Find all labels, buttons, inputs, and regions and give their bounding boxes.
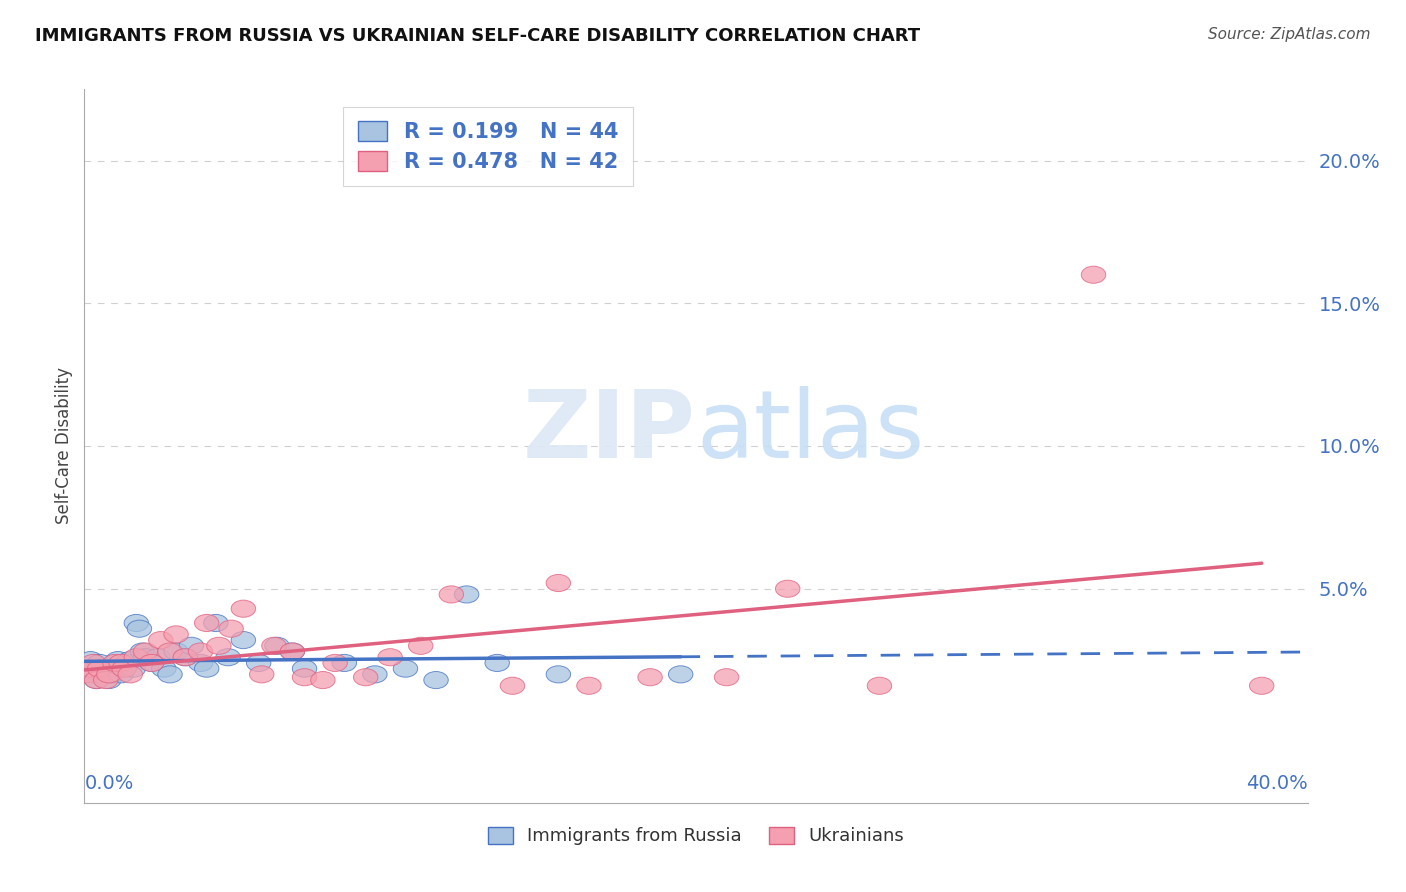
Ellipse shape	[219, 620, 243, 637]
Ellipse shape	[152, 660, 176, 677]
Ellipse shape	[173, 648, 197, 665]
Ellipse shape	[127, 620, 152, 637]
Ellipse shape	[280, 643, 305, 660]
Ellipse shape	[485, 655, 509, 672]
Legend: Immigrants from Russia, Ukrainians: Immigrants from Russia, Ukrainians	[475, 814, 917, 858]
Ellipse shape	[94, 660, 118, 677]
Ellipse shape	[262, 637, 287, 655]
Ellipse shape	[501, 677, 524, 694]
Text: 40.0%: 40.0%	[1246, 774, 1308, 793]
Ellipse shape	[776, 580, 800, 598]
Ellipse shape	[105, 651, 131, 669]
Ellipse shape	[576, 677, 602, 694]
Ellipse shape	[108, 655, 134, 672]
Ellipse shape	[103, 660, 127, 677]
Ellipse shape	[100, 665, 124, 683]
Ellipse shape	[112, 660, 136, 677]
Ellipse shape	[868, 677, 891, 694]
Ellipse shape	[84, 672, 108, 689]
Text: Source: ZipAtlas.com: Source: ZipAtlas.com	[1208, 27, 1371, 42]
Ellipse shape	[439, 586, 464, 603]
Ellipse shape	[115, 655, 139, 672]
Text: IMMIGRANTS FROM RUSSIA VS UKRAINIAN SELF-CARE DISABILITY CORRELATION CHART: IMMIGRANTS FROM RUSSIA VS UKRAINIAN SELF…	[35, 27, 921, 45]
Ellipse shape	[139, 655, 165, 672]
Ellipse shape	[90, 665, 115, 683]
Ellipse shape	[194, 660, 219, 677]
Ellipse shape	[173, 648, 197, 665]
Ellipse shape	[82, 655, 105, 672]
Ellipse shape	[157, 665, 183, 683]
Ellipse shape	[546, 665, 571, 683]
Ellipse shape	[146, 648, 170, 665]
Ellipse shape	[139, 655, 165, 672]
Ellipse shape	[118, 665, 142, 683]
Ellipse shape	[204, 615, 228, 632]
Ellipse shape	[157, 643, 183, 660]
Ellipse shape	[249, 665, 274, 683]
Ellipse shape	[84, 672, 108, 689]
Ellipse shape	[394, 660, 418, 677]
Ellipse shape	[292, 660, 316, 677]
Ellipse shape	[423, 672, 449, 689]
Ellipse shape	[207, 637, 231, 655]
Ellipse shape	[118, 651, 142, 669]
Ellipse shape	[454, 586, 479, 603]
Ellipse shape	[79, 651, 103, 669]
Ellipse shape	[311, 672, 335, 689]
Ellipse shape	[124, 648, 149, 665]
Ellipse shape	[165, 626, 188, 643]
Ellipse shape	[1250, 677, 1274, 694]
Ellipse shape	[546, 574, 571, 591]
Text: ZIP: ZIP	[523, 385, 696, 478]
Ellipse shape	[134, 648, 157, 665]
Ellipse shape	[121, 660, 146, 677]
Ellipse shape	[124, 615, 149, 632]
Ellipse shape	[82, 665, 105, 683]
Ellipse shape	[264, 637, 290, 655]
Ellipse shape	[363, 665, 387, 683]
Ellipse shape	[112, 657, 136, 674]
Ellipse shape	[97, 672, 121, 689]
Ellipse shape	[108, 665, 134, 683]
Ellipse shape	[103, 655, 127, 672]
Ellipse shape	[246, 655, 271, 672]
Y-axis label: Self-Care Disability: Self-Care Disability	[55, 368, 73, 524]
Ellipse shape	[188, 655, 212, 672]
Ellipse shape	[134, 643, 157, 660]
Ellipse shape	[323, 655, 347, 672]
Ellipse shape	[131, 643, 155, 660]
Ellipse shape	[165, 643, 188, 660]
Ellipse shape	[280, 643, 305, 660]
Ellipse shape	[231, 632, 256, 648]
Ellipse shape	[332, 655, 357, 672]
Ellipse shape	[79, 660, 103, 677]
Ellipse shape	[292, 669, 316, 686]
Ellipse shape	[149, 632, 173, 648]
Ellipse shape	[668, 665, 693, 683]
Ellipse shape	[87, 655, 112, 672]
Ellipse shape	[409, 637, 433, 655]
Ellipse shape	[75, 665, 100, 683]
Ellipse shape	[188, 643, 212, 660]
Ellipse shape	[87, 660, 112, 677]
Ellipse shape	[378, 648, 402, 665]
Ellipse shape	[75, 660, 100, 677]
Ellipse shape	[97, 665, 121, 683]
Ellipse shape	[231, 600, 256, 617]
Ellipse shape	[194, 615, 219, 632]
Ellipse shape	[217, 648, 240, 665]
Ellipse shape	[94, 672, 118, 689]
Text: 0.0%: 0.0%	[84, 774, 134, 793]
Ellipse shape	[1081, 266, 1105, 284]
Ellipse shape	[714, 669, 738, 686]
Ellipse shape	[353, 669, 378, 686]
Ellipse shape	[638, 669, 662, 686]
Text: atlas: atlas	[696, 385, 924, 478]
Ellipse shape	[179, 637, 204, 655]
